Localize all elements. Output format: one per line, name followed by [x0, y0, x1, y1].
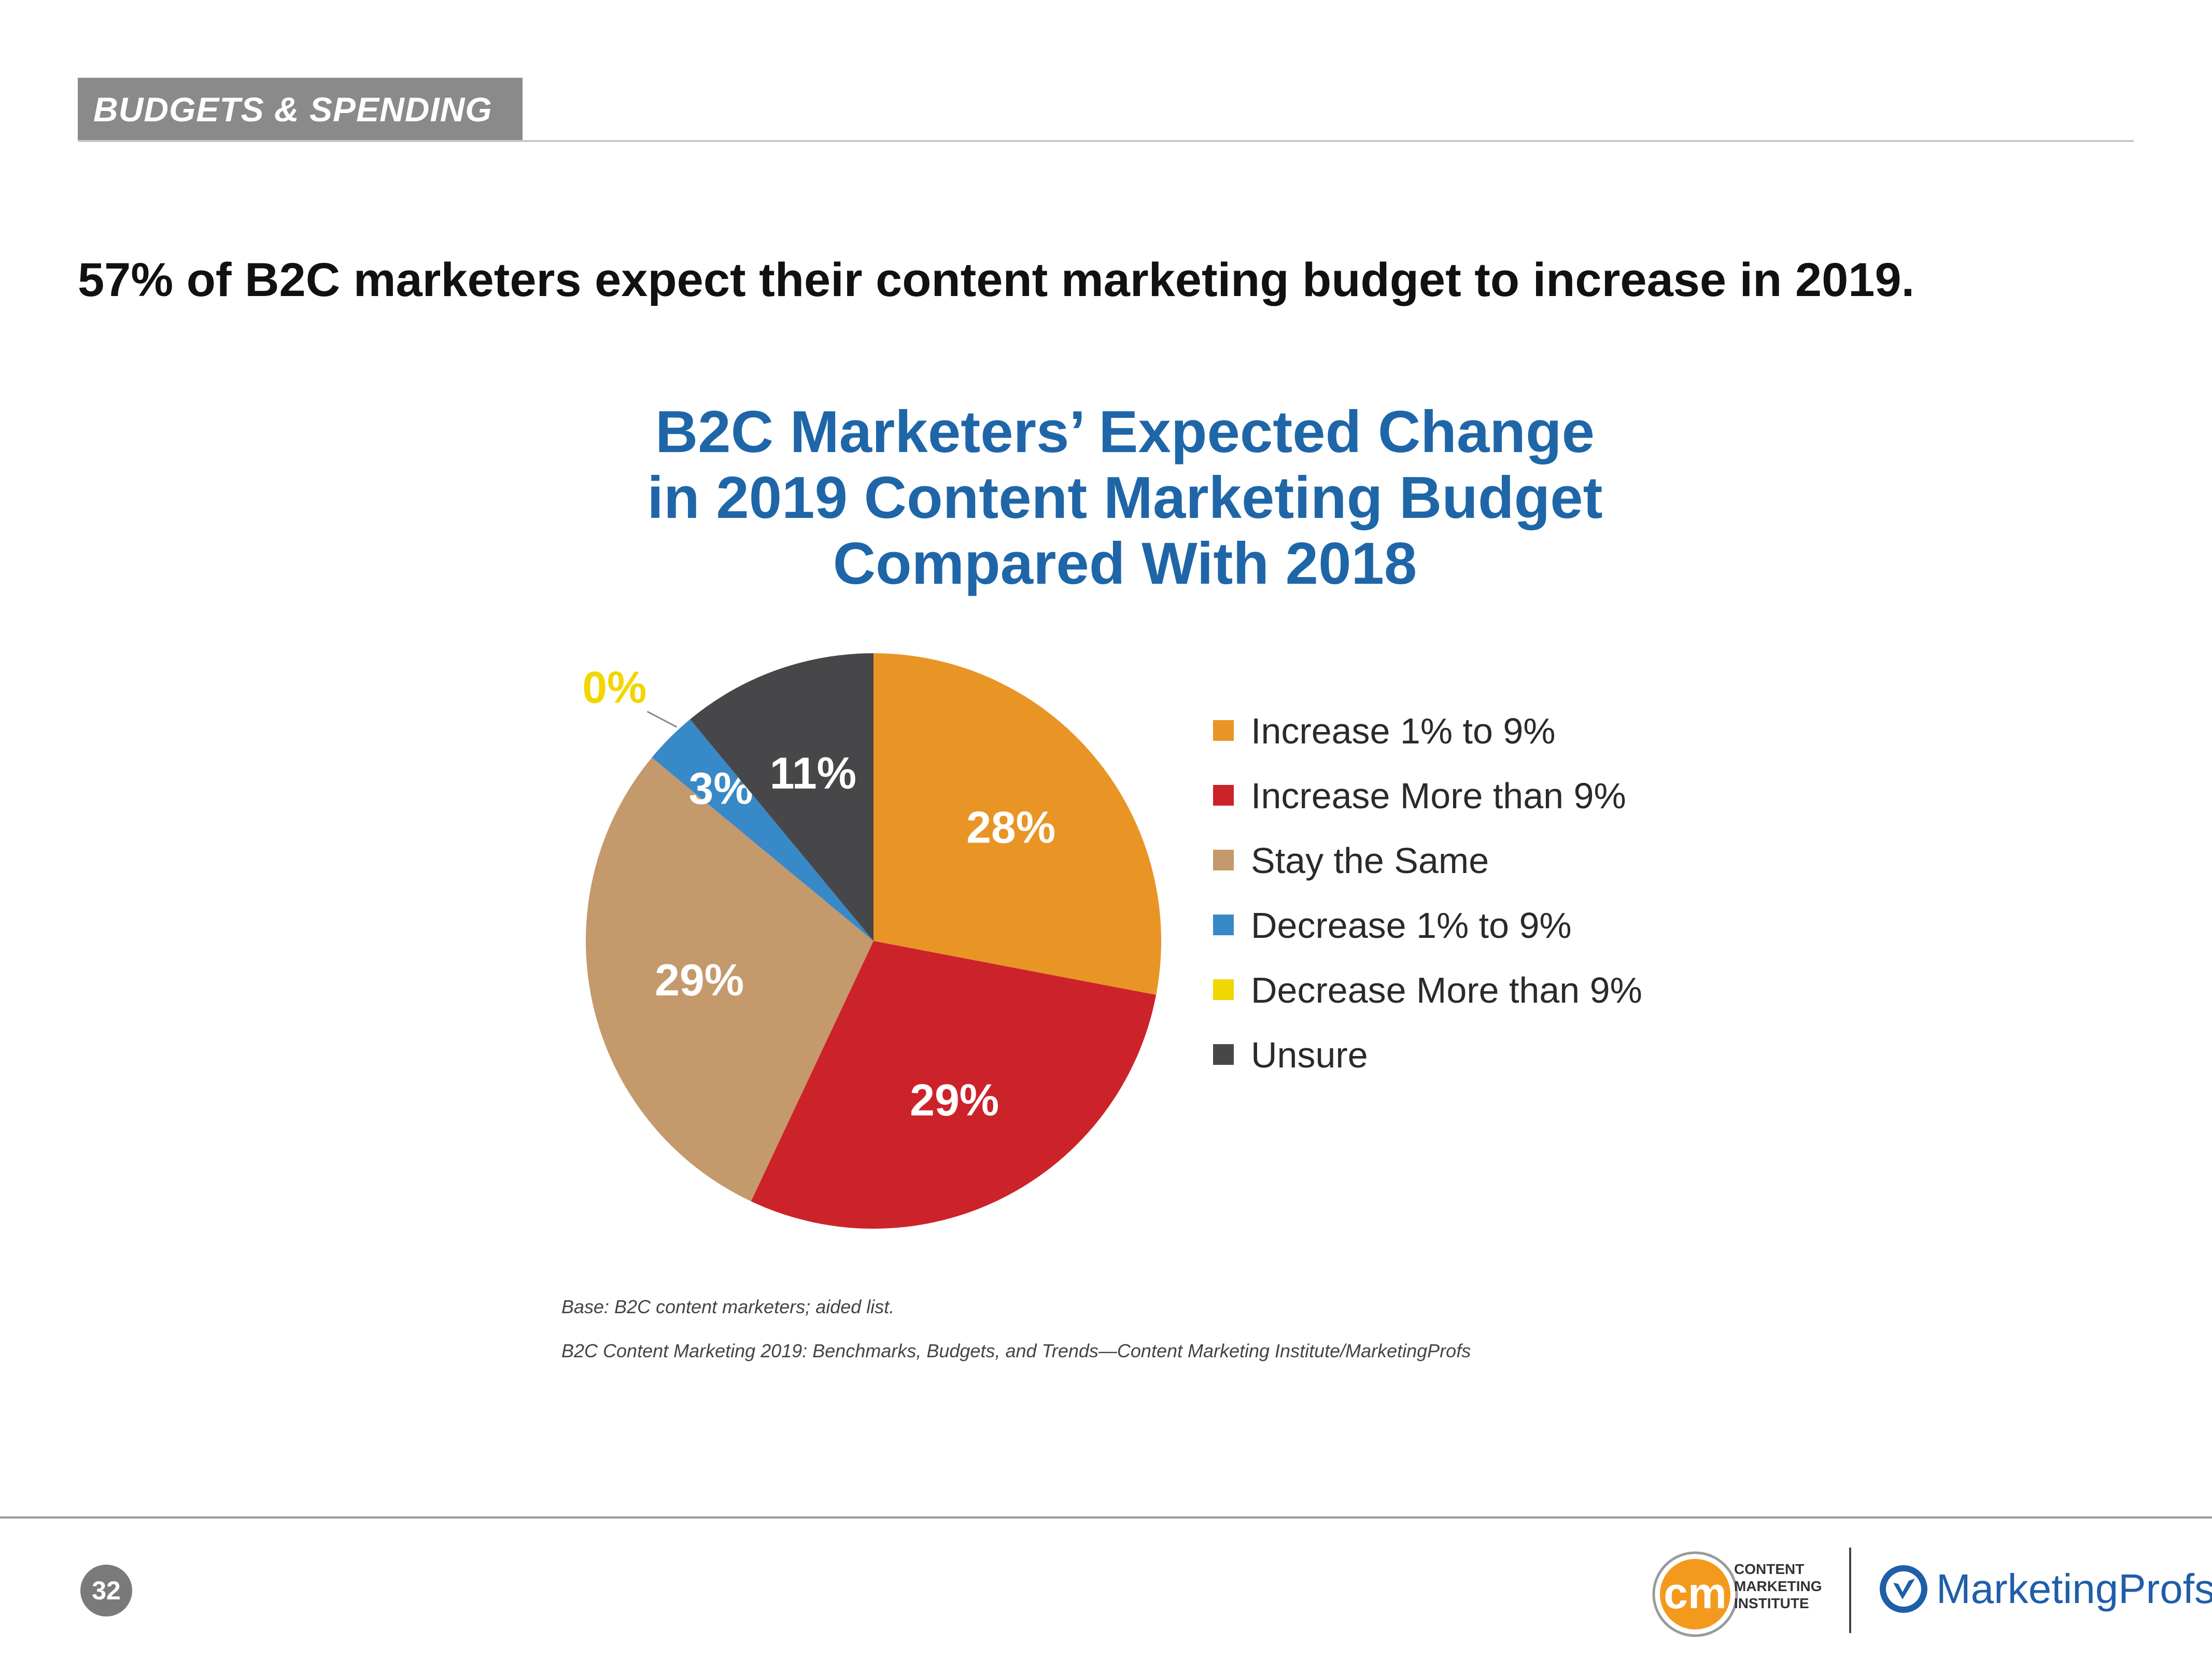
section-header-tab: BUDGETS & SPENDING	[78, 78, 523, 141]
legend-swatch	[1213, 979, 1234, 1000]
pie-slice	[690, 653, 873, 941]
chart-title-line-3: Compared With 2018	[833, 531, 1417, 597]
cmi-line-1: CONTENT	[1734, 1561, 1805, 1577]
footnote-source: B2C Content Marketing 2019: Benchmarks, …	[561, 1340, 1471, 1361]
chart-title: B2C Marketers’ Expected Change in 2019 C…	[550, 399, 1700, 597]
marketingprofs-logo-icon	[1880, 1565, 1927, 1613]
legend-label: Stay the Same	[1251, 840, 1489, 881]
legend-label: Increase More than 9%	[1251, 776, 1626, 816]
logo-divider	[1849, 1548, 1851, 1633]
pie-slice	[873, 653, 1161, 995]
legend-label: Increase 1% to 9%	[1251, 711, 1556, 751]
pie-value-label: 11%	[770, 749, 856, 798]
legend-swatch	[1213, 915, 1234, 935]
legend-label: Decrease More than 9%	[1251, 970, 1642, 1010]
cmi-line-3: INSTITUTE	[1734, 1595, 1809, 1611]
legend-label: Decrease 1% to 9%	[1251, 905, 1572, 946]
pie-chart: 28%29%29%3%0%11%	[582, 653, 1161, 1229]
pie-value-label: 28%	[966, 803, 1055, 853]
chart-title-line-2: in 2019 Content Marketing Budget	[647, 465, 1603, 531]
cmi-wordmark: CONTENT MARKETING INSTITUTE	[1734, 1560, 1822, 1612]
footnote-base: Base: B2C content marketers; aided list.	[561, 1296, 895, 1317]
pie-slice	[652, 719, 873, 941]
legend-swatch	[1213, 1044, 1234, 1065]
pie-slice	[751, 941, 1157, 1229]
pie-slice	[586, 757, 873, 1202]
legend-swatch	[1213, 785, 1234, 806]
cmi-logo-icon: cm	[1652, 1551, 1738, 1637]
header-divider	[78, 140, 2134, 142]
pie-callout-line	[646, 711, 678, 728]
cmi-monogram: cm	[1664, 1569, 1726, 1618]
pie-value-label: 29%	[910, 1076, 999, 1126]
pie-value-label: 0%	[582, 663, 646, 713]
legend-label: Unsure	[1251, 1035, 1368, 1075]
chart-title-line-1: B2C Marketers’ Expected Change	[655, 399, 1595, 465]
pie-value-label: 29%	[655, 955, 744, 1005]
headline: 57% of B2C marketers expect their conten…	[78, 254, 1915, 306]
cmi-line-2: MARKETING	[1734, 1578, 1822, 1594]
legend-swatch	[1213, 720, 1234, 741]
marketingprofs-wordmark: MarketingProfs	[1936, 1566, 2212, 1612]
legend-swatch	[1213, 850, 1234, 870]
page-number: 32	[80, 1565, 132, 1616]
footer-divider	[0, 1516, 2212, 1519]
